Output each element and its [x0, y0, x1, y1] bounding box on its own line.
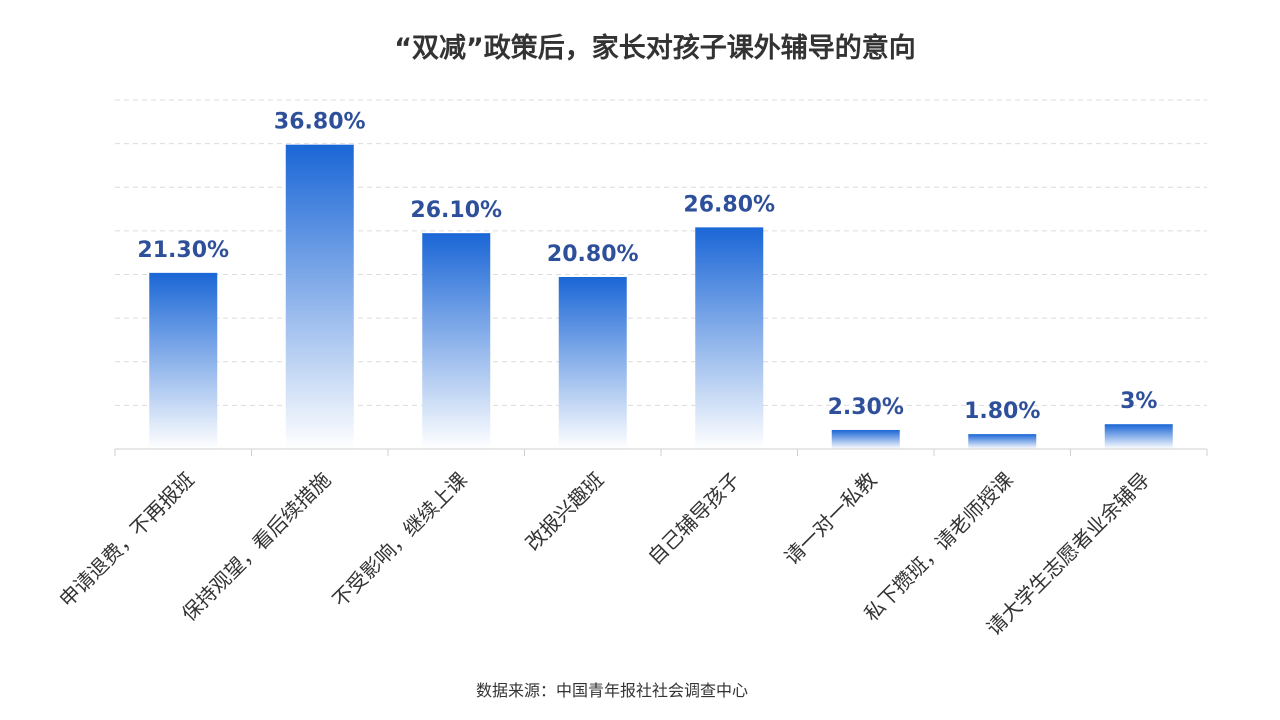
category-label: 自己辅导孩子	[643, 468, 745, 570]
category-label: 不受影响，继续上课	[328, 468, 472, 612]
category-label: 改报兴趣班	[521, 468, 609, 556]
bars	[149, 144, 1173, 450]
bar-value-label: 3%	[1120, 389, 1157, 414]
bar-value-label: 1.80%	[964, 399, 1040, 424]
bar-value-label: 21.30%	[137, 238, 229, 263]
category-label: 申请退费，不再报班	[55, 468, 199, 612]
bar-value-label: 36.80%	[274, 110, 366, 135]
category-labels: 申请退费，不再报班保持观望，看后续措施不受影响，继续上课 改报兴趣班 自己辅导孩子请…	[55, 468, 1155, 641]
category-label: 请一对一私教	[779, 468, 881, 570]
category-label: 私下攒班，请老师授课	[859, 468, 1017, 626]
bar	[558, 276, 627, 449]
bar-value-label: 2.30%	[828, 395, 904, 420]
x-axis	[114, 448, 1208, 456]
bar	[149, 272, 218, 449]
chart-title: “双减”政策后，家长对孩子课外辅导的意向	[394, 32, 916, 64]
value-labels: 21.30% 36.80% 26.10% 20.80% 26.80% 2.30% 1.80%…	[137, 110, 1157, 424]
gridlines	[115, 99, 1207, 406]
bar	[422, 233, 491, 449]
category-label: 保持观望，看后续措施	[177, 468, 335, 626]
data-source-note: 数据来源：中国青年报社社会调查中心	[476, 681, 748, 700]
bar-value-label: 20.80%	[547, 242, 639, 267]
bar	[1104, 424, 1173, 449]
bar	[285, 144, 354, 450]
bar-value-label: 26.10%	[410, 198, 502, 223]
bar	[695, 227, 764, 449]
bar	[831, 429, 900, 449]
bar	[968, 434, 1037, 449]
bar-value-label: 26.80%	[683, 192, 775, 217]
